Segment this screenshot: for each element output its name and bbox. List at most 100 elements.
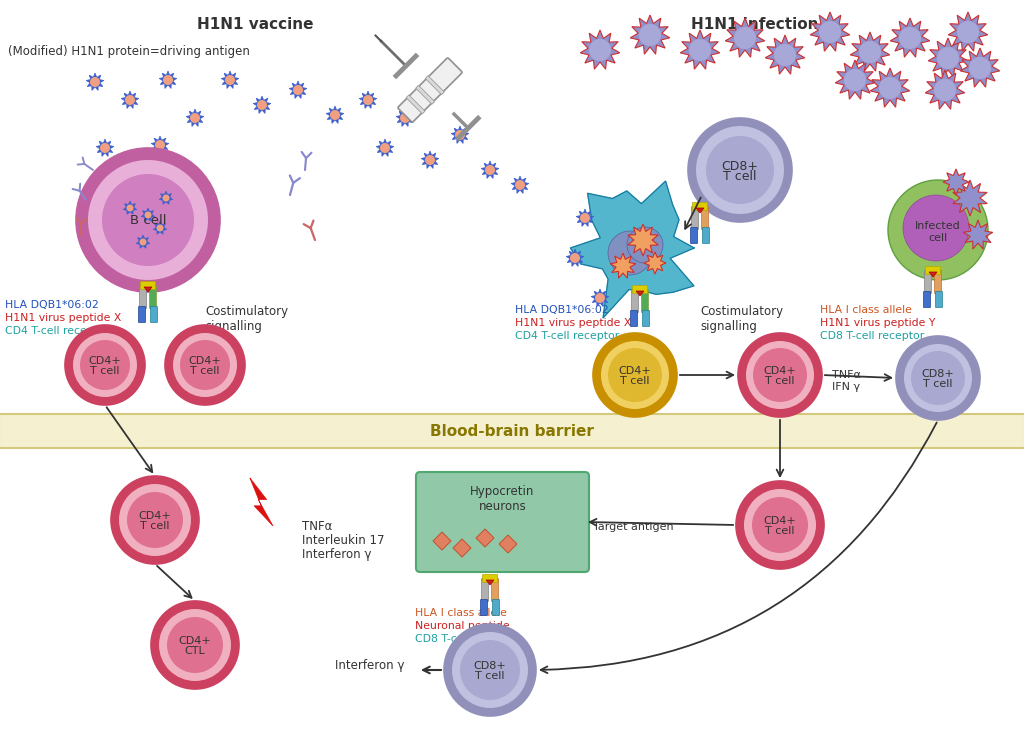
Text: CD4+: CD4+ xyxy=(138,511,171,521)
Polygon shape xyxy=(499,535,517,553)
Circle shape xyxy=(639,24,662,46)
Circle shape xyxy=(734,27,756,49)
Text: HLA DQB1*06:02: HLA DQB1*06:02 xyxy=(5,300,98,310)
Circle shape xyxy=(155,140,165,150)
Polygon shape xyxy=(961,48,999,87)
Circle shape xyxy=(689,39,711,61)
FancyBboxPatch shape xyxy=(482,575,498,583)
Circle shape xyxy=(580,213,590,223)
Text: B cell: B cell xyxy=(130,214,166,226)
FancyBboxPatch shape xyxy=(936,291,942,307)
Text: CD4+: CD4+ xyxy=(178,636,211,646)
Polygon shape xyxy=(250,478,273,526)
Polygon shape xyxy=(396,109,414,127)
Circle shape xyxy=(752,497,808,553)
Polygon shape xyxy=(948,12,988,51)
Text: Interferon γ: Interferon γ xyxy=(335,659,404,671)
Text: IFN γ: IFN γ xyxy=(831,382,860,392)
Circle shape xyxy=(151,601,239,689)
Text: Costimulatory
signalling: Costimulatory signalling xyxy=(205,305,288,333)
Circle shape xyxy=(627,227,663,263)
Circle shape xyxy=(774,44,796,66)
Circle shape xyxy=(455,130,465,140)
Polygon shape xyxy=(359,91,377,108)
Circle shape xyxy=(190,113,200,123)
Polygon shape xyxy=(810,12,850,51)
Circle shape xyxy=(570,253,580,263)
Circle shape xyxy=(65,325,145,405)
FancyBboxPatch shape xyxy=(924,291,931,307)
Circle shape xyxy=(165,325,245,405)
Circle shape xyxy=(102,174,194,266)
Text: CD8+: CD8+ xyxy=(474,661,507,671)
Polygon shape xyxy=(725,18,765,57)
FancyBboxPatch shape xyxy=(633,285,647,294)
Polygon shape xyxy=(953,180,987,216)
FancyBboxPatch shape xyxy=(140,282,156,289)
Circle shape xyxy=(125,95,135,105)
Circle shape xyxy=(696,126,784,214)
Text: CD4 T-cell receptor: CD4 T-cell receptor xyxy=(5,326,110,336)
Polygon shape xyxy=(289,81,307,99)
Circle shape xyxy=(608,348,662,402)
Circle shape xyxy=(100,143,110,153)
Polygon shape xyxy=(636,291,644,296)
Text: H1N1 virus peptide X: H1N1 virus peptide X xyxy=(515,318,632,328)
Circle shape xyxy=(163,195,170,201)
Text: CD4+: CD4+ xyxy=(764,516,797,526)
Polygon shape xyxy=(836,60,874,100)
Polygon shape xyxy=(96,139,114,157)
Text: CD4+: CD4+ xyxy=(89,356,122,366)
Polygon shape xyxy=(696,208,705,213)
Polygon shape xyxy=(486,580,494,585)
Polygon shape xyxy=(159,71,177,89)
Circle shape xyxy=(380,143,390,153)
Polygon shape xyxy=(141,208,155,221)
Circle shape xyxy=(293,85,303,95)
Circle shape xyxy=(163,75,173,85)
Polygon shape xyxy=(926,70,965,109)
Circle shape xyxy=(899,27,921,49)
Text: TNFα: TNFα xyxy=(831,370,861,380)
Circle shape xyxy=(159,609,231,681)
FancyBboxPatch shape xyxy=(925,271,932,294)
FancyBboxPatch shape xyxy=(416,472,589,572)
Polygon shape xyxy=(890,18,930,57)
Text: H1N1 virus peptide Y: H1N1 virus peptide Y xyxy=(820,318,935,328)
Text: CD8+: CD8+ xyxy=(922,369,954,379)
Polygon shape xyxy=(253,96,271,113)
FancyBboxPatch shape xyxy=(151,307,158,323)
Circle shape xyxy=(485,165,495,175)
Polygon shape xyxy=(152,136,169,154)
Polygon shape xyxy=(943,169,969,195)
FancyBboxPatch shape xyxy=(641,289,648,313)
Polygon shape xyxy=(136,235,150,248)
Text: Costimulatory
signalling: Costimulatory signalling xyxy=(700,305,783,333)
Text: Infected: Infected xyxy=(915,221,961,231)
Polygon shape xyxy=(870,68,909,107)
FancyBboxPatch shape xyxy=(632,289,639,313)
Circle shape xyxy=(76,148,220,292)
Polygon shape xyxy=(566,249,584,266)
FancyBboxPatch shape xyxy=(690,228,697,244)
Polygon shape xyxy=(144,287,152,292)
FancyBboxPatch shape xyxy=(492,578,499,602)
Circle shape xyxy=(90,77,100,87)
Polygon shape xyxy=(221,71,239,89)
Polygon shape xyxy=(421,151,439,168)
Circle shape xyxy=(904,344,972,412)
Polygon shape xyxy=(476,529,494,547)
Polygon shape xyxy=(154,221,167,234)
Circle shape xyxy=(595,293,605,303)
Polygon shape xyxy=(86,73,103,91)
Circle shape xyxy=(73,333,137,397)
FancyBboxPatch shape xyxy=(407,95,425,113)
Text: CD8 T-cell receptor: CD8 T-cell receptor xyxy=(820,331,925,341)
Circle shape xyxy=(88,160,208,280)
Circle shape xyxy=(601,341,669,409)
Circle shape xyxy=(753,348,807,402)
FancyBboxPatch shape xyxy=(493,600,500,616)
Polygon shape xyxy=(964,220,993,249)
Text: Target antigen: Target antigen xyxy=(593,522,674,532)
Circle shape xyxy=(859,41,881,63)
